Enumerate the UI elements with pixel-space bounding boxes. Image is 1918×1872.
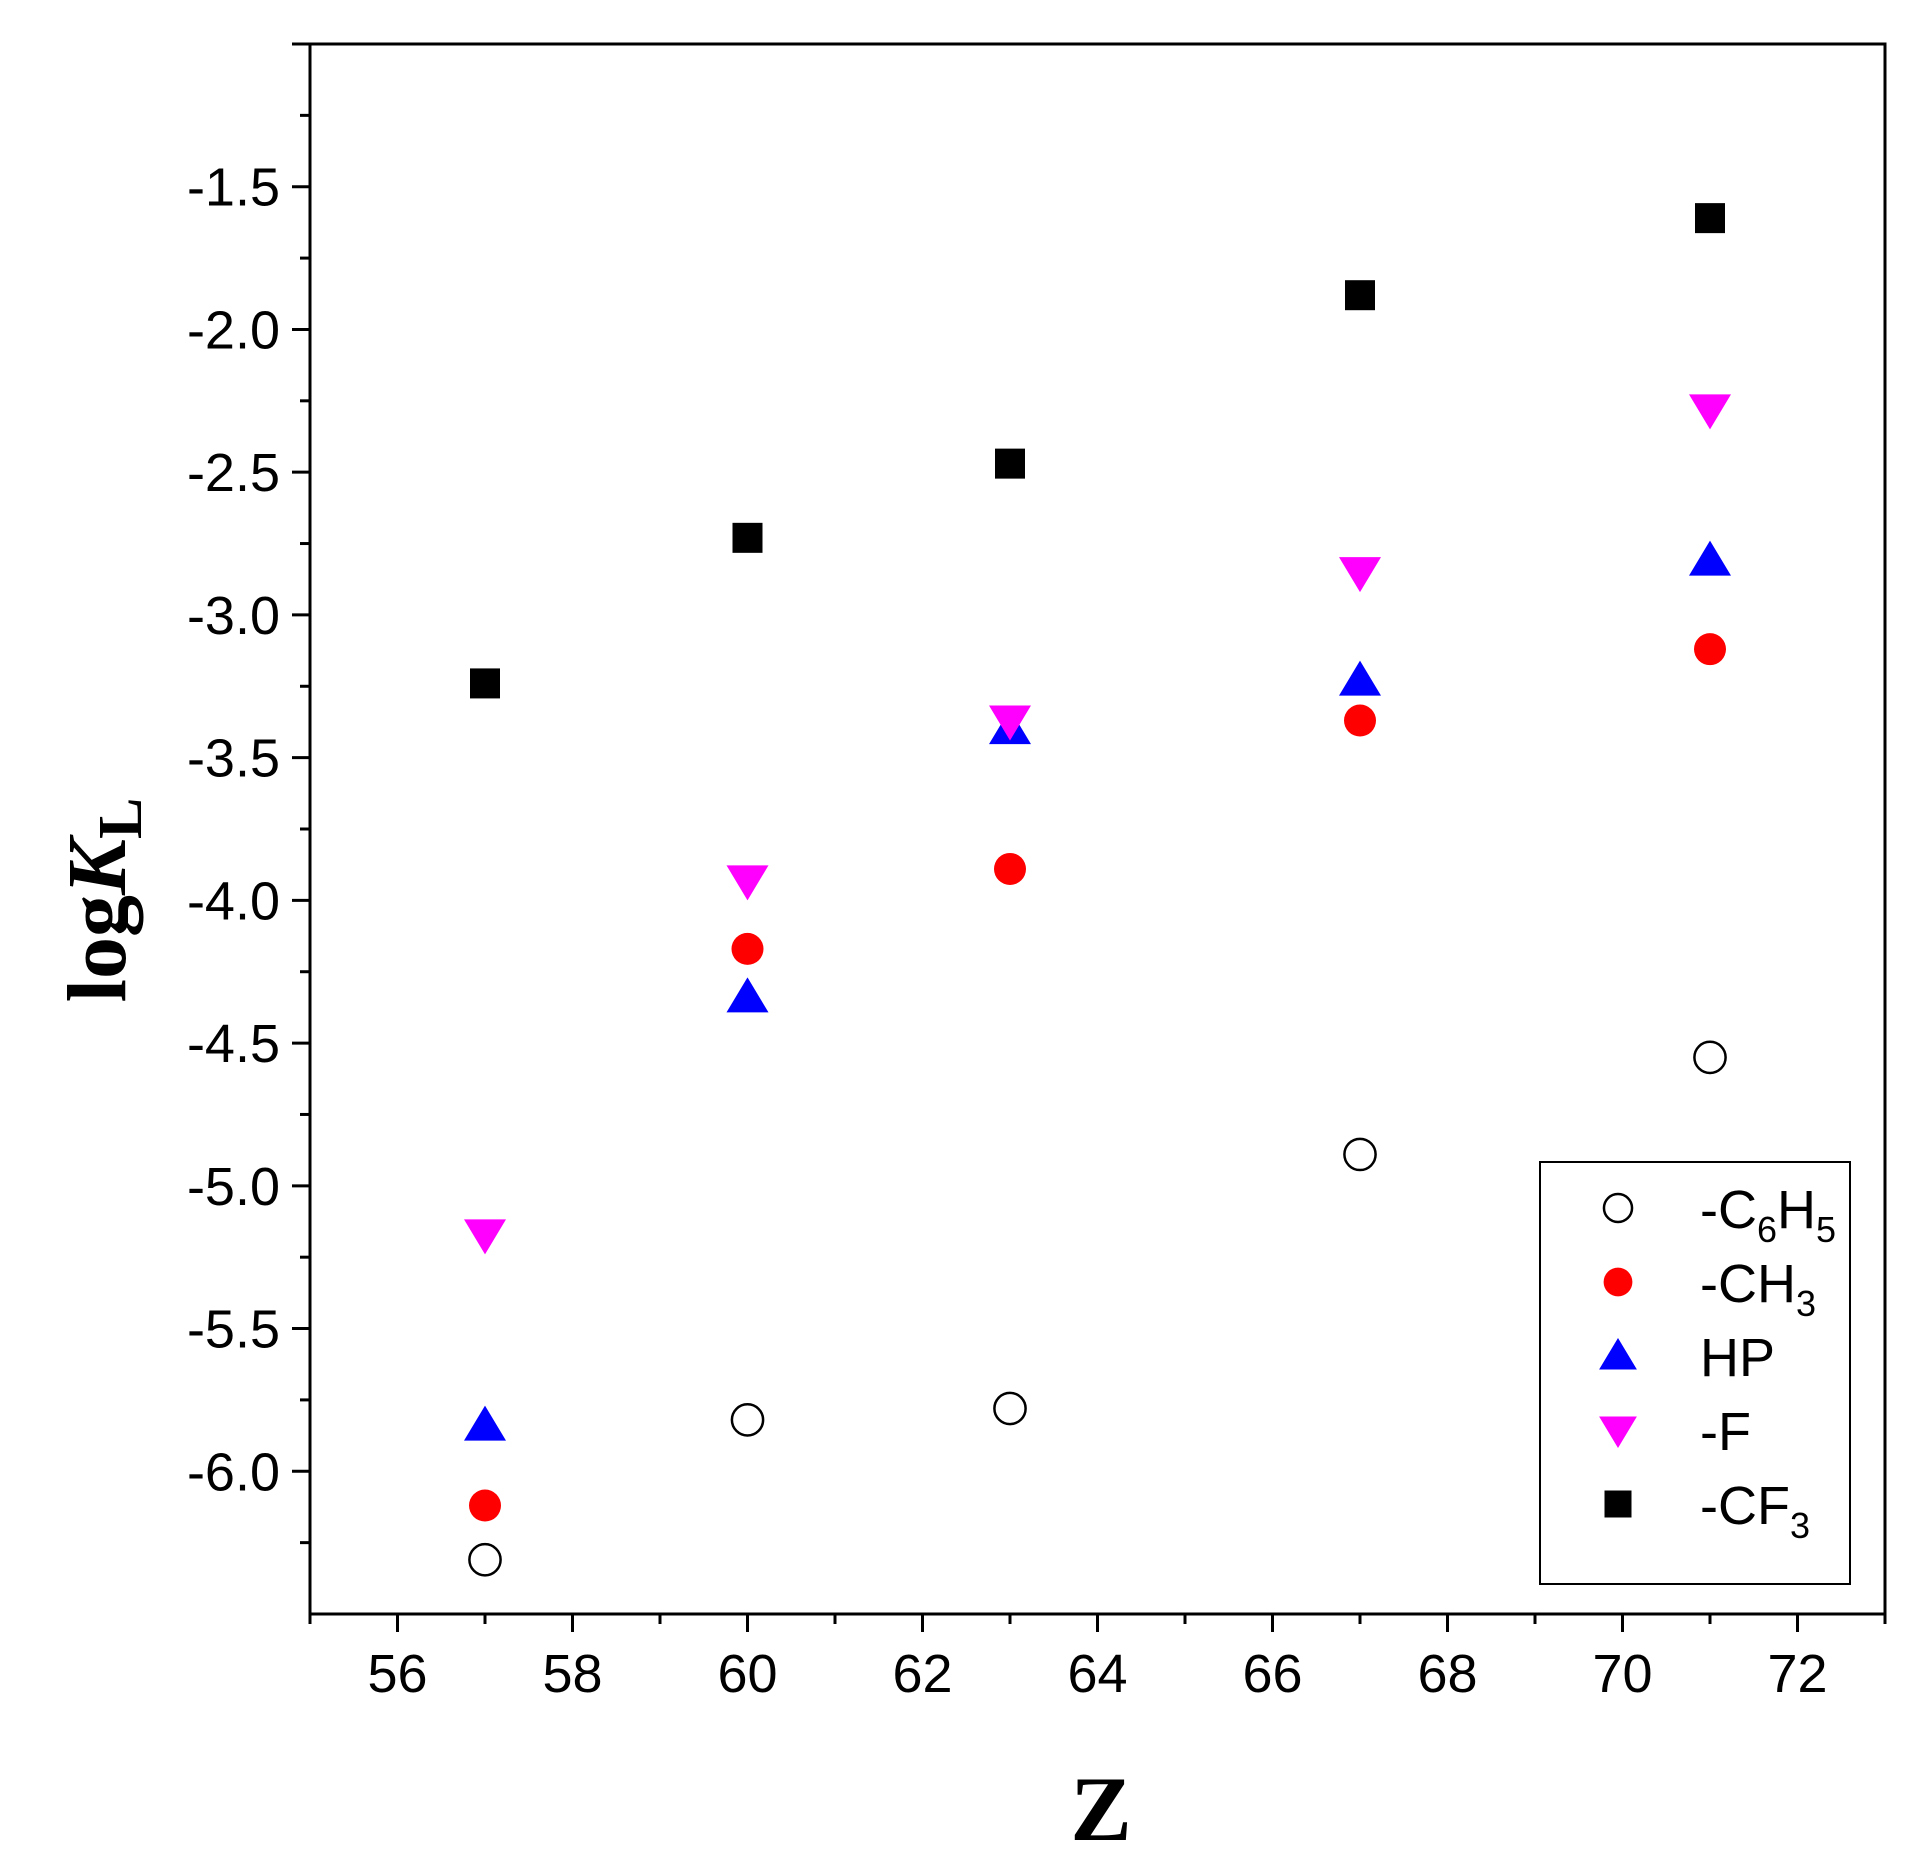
data-point <box>1694 633 1726 666</box>
data-point <box>994 852 1026 885</box>
y-tick-label: -3.0 <box>187 586 280 646</box>
series-f <box>464 394 1731 1255</box>
y-axis-title-italic: K <box>51 834 144 896</box>
y-axis-title: logKL <box>51 798 155 1003</box>
y-tick-label: -2.5 <box>187 443 280 503</box>
y-tick-label: -4.0 <box>187 871 280 931</box>
data-point <box>1339 660 1381 696</box>
y-tick-label: -6.0 <box>187 1442 280 1502</box>
data-point <box>1689 540 1731 576</box>
x-tick-label: 60 <box>717 1644 777 1704</box>
x-axis-title: Z <box>1070 1758 1131 1860</box>
data-point <box>995 448 1025 479</box>
x-tick-label: 68 <box>1417 1644 1477 1704</box>
data-point <box>1343 1137 1377 1172</box>
legend-item: HP <box>1599 1328 1775 1388</box>
x-tick-label: 72 <box>1767 1644 1827 1704</box>
legend-marker <box>1603 1267 1633 1297</box>
legend-label: -CF3 <box>1700 1476 1810 1546</box>
data-point <box>470 668 500 699</box>
data-point <box>993 1391 1027 1426</box>
data-point <box>469 1489 501 1522</box>
y-tick-label: -4.5 <box>187 1014 280 1074</box>
legend-marker <box>1599 1416 1637 1448</box>
data-point <box>1695 203 1725 234</box>
axis-tick-labels: 56 58 60 62 64 66 68 70 72 -1.5 -2.0 -2.5 -3.0 -3.5 -4… <box>187 158 1828 1704</box>
data-point <box>732 522 763 553</box>
y-tick-label: -2.0 <box>187 300 280 360</box>
data-point <box>1345 280 1375 311</box>
x-tick-label: 62 <box>892 1644 952 1704</box>
legend-label: -CH3 <box>1700 1254 1816 1324</box>
y-tick-label: -5.5 <box>187 1300 280 1360</box>
data-point <box>464 1219 506 1255</box>
data-point <box>989 705 1031 741</box>
legend-marker <box>1604 1490 1632 1518</box>
legend-marker <box>1599 1338 1637 1370</box>
legend-item: -C6H5 <box>1602 1180 1836 1250</box>
x-tick-label: 70 <box>1592 1644 1652 1704</box>
axis-ticks <box>292 42 1887 1632</box>
x-tick-label: 58 <box>542 1644 602 1704</box>
legend-box <box>1539 1161 1851 1585</box>
data-point <box>730 1403 765 1437</box>
legend-marker <box>1602 1192 1634 1224</box>
x-tick-label: 64 <box>1067 1644 1127 1704</box>
data-point <box>1339 557 1381 593</box>
svg-text:logKL: logKL <box>51 798 155 1003</box>
legend-item: -CF3 <box>1604 1476 1810 1546</box>
legend-label: HP <box>1700 1328 1775 1388</box>
data-point <box>726 865 769 901</box>
y-tick-label: -1.5 <box>187 158 280 218</box>
series-c6h5 <box>468 1040 1727 1577</box>
y-axis-title-subscript: L <box>87 798 155 839</box>
series-cf3 <box>470 203 1725 699</box>
x-tick-label: 56 <box>367 1644 427 1704</box>
y-axis-title-prefix: log <box>51 895 144 1002</box>
data-point <box>468 1542 502 1577</box>
data-point <box>1344 704 1376 737</box>
data-points <box>464 203 1731 1577</box>
x-tick-label: 66 <box>1242 1644 1302 1704</box>
series-ch3 <box>469 633 1726 1522</box>
legend-label: -C6H5 <box>1700 1180 1836 1250</box>
data-point <box>1689 394 1731 430</box>
legend-item: -CH3 <box>1603 1254 1816 1324</box>
legend-item: -F <box>1599 1402 1751 1462</box>
data-point <box>1693 1040 1727 1075</box>
data-point <box>731 932 764 965</box>
data-point <box>464 1405 506 1441</box>
y-tick-label: -5.0 <box>187 1157 280 1217</box>
y-tick-label: -3.5 <box>187 729 280 789</box>
legend-label: -F <box>1700 1402 1751 1462</box>
data-point <box>726 977 769 1013</box>
